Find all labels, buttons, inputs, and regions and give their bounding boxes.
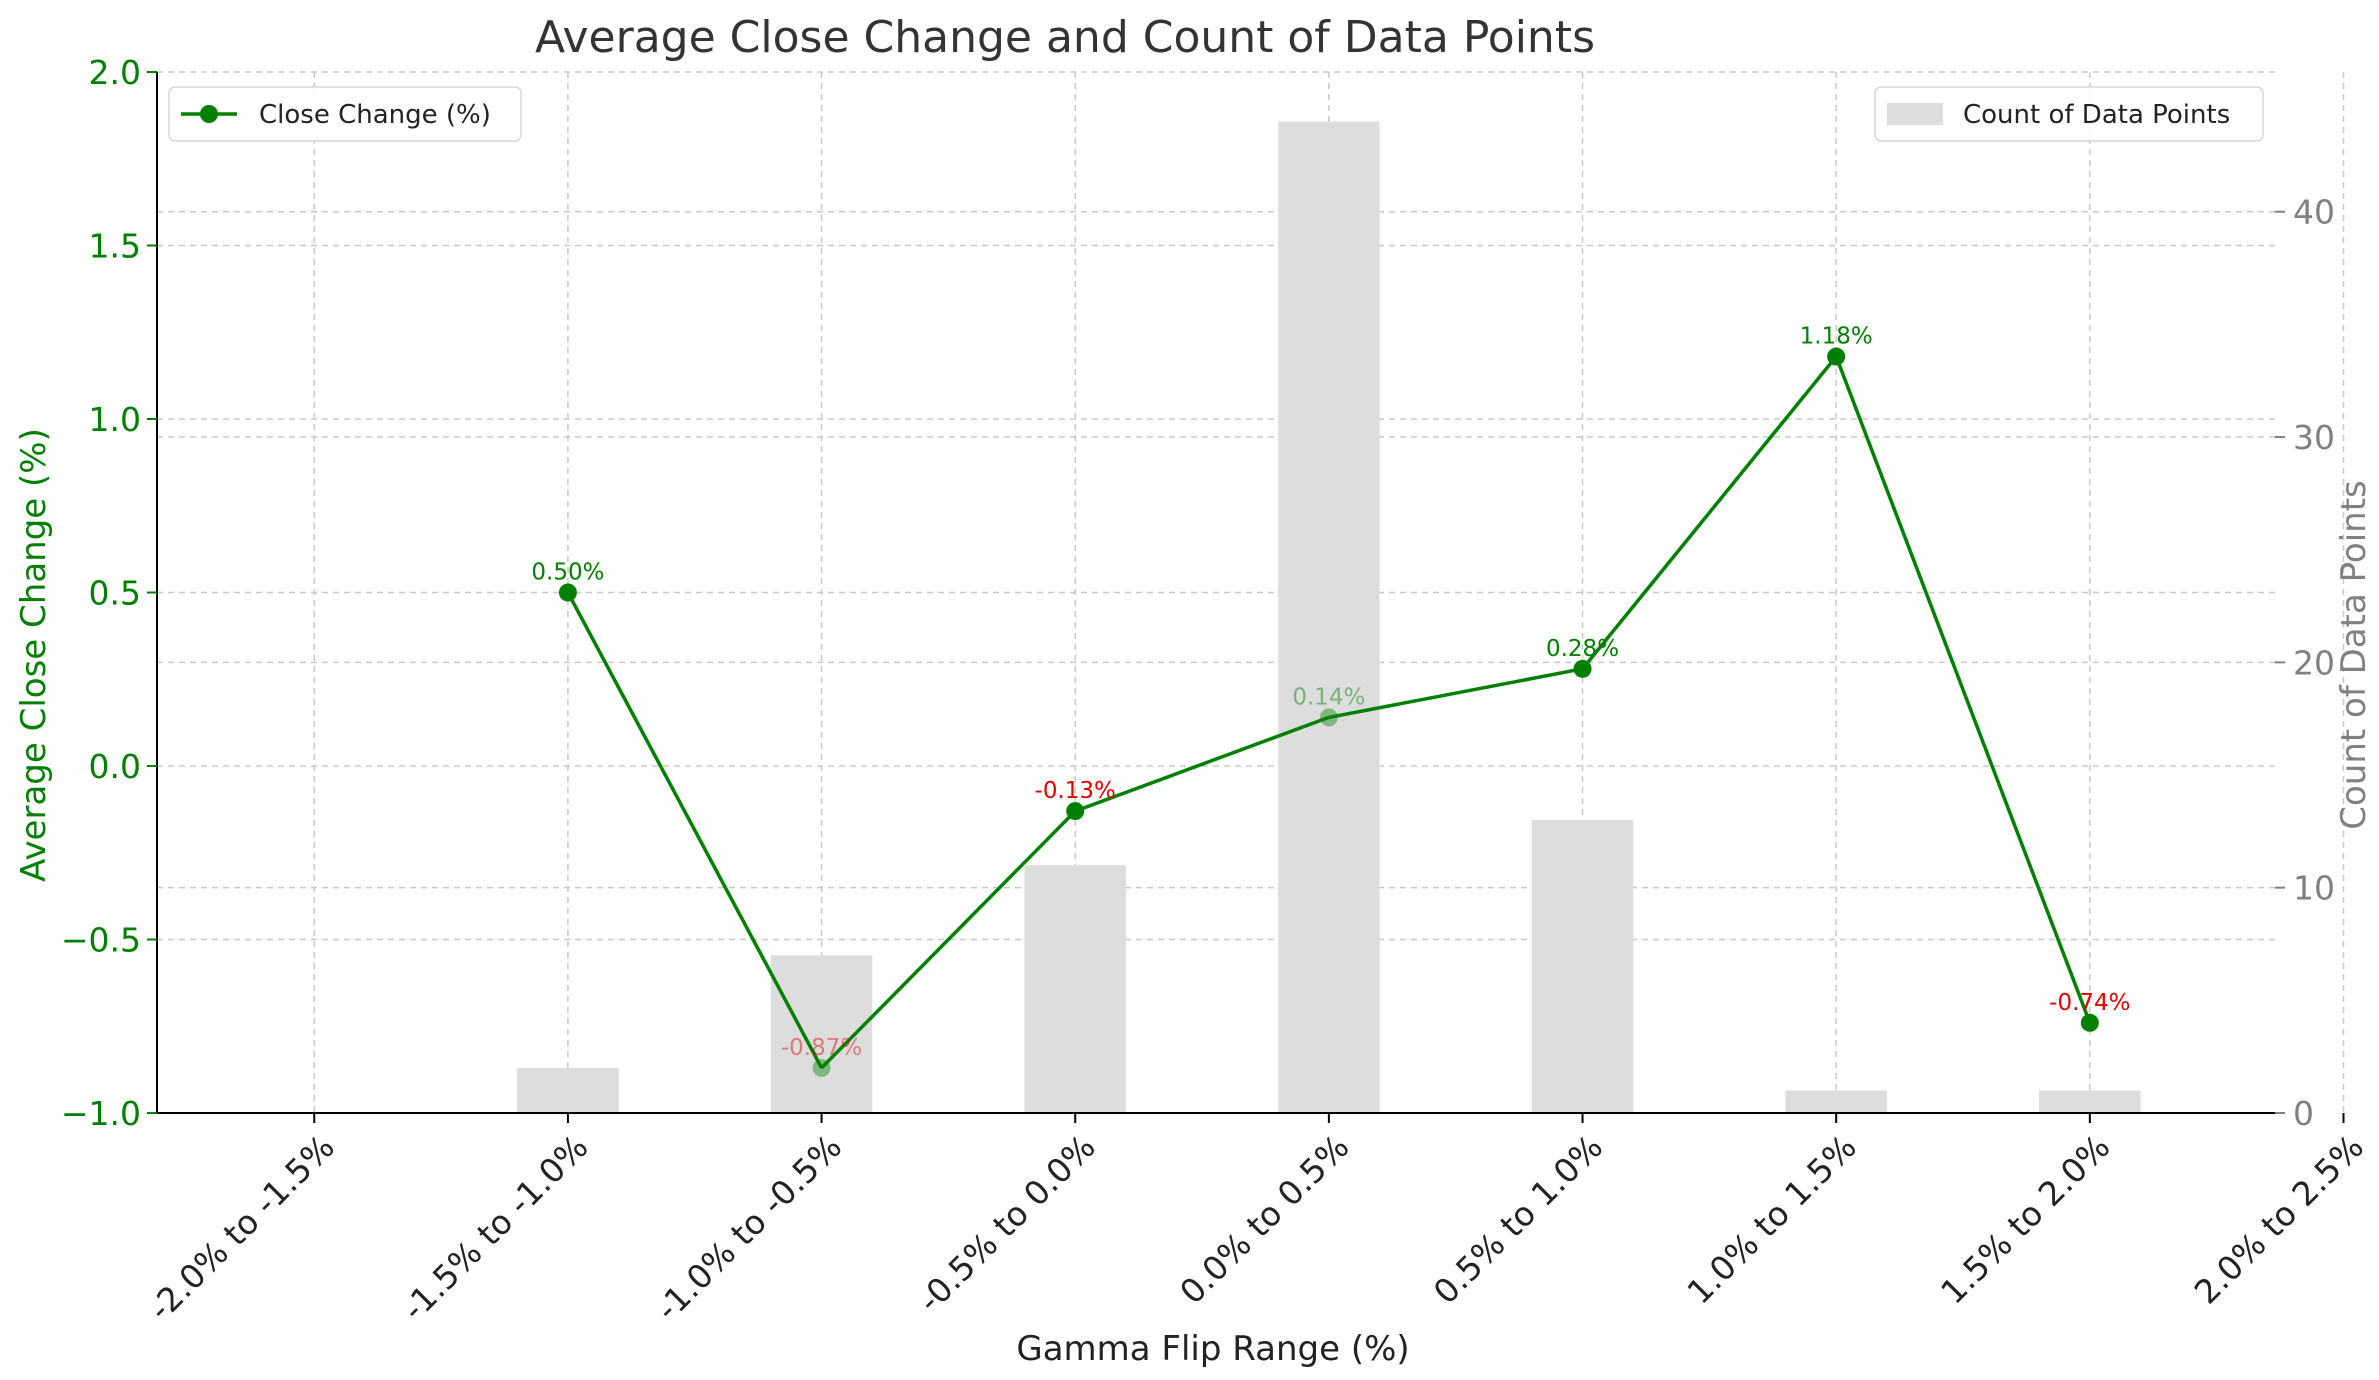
data-label: -0.87% xyxy=(781,1035,862,1061)
y-axis-right-label: Count of Data Points xyxy=(2334,480,2374,829)
x-tick-label: -0.5% to 0.0% xyxy=(910,1127,1103,1320)
bar xyxy=(2039,1090,2141,1113)
x-axis-label: Gamma Flip Range (%) xyxy=(1016,1329,1409,1369)
y-right-tick-label: 0 xyxy=(2293,1094,2314,1133)
legend-frame xyxy=(168,86,522,142)
y-left-tick-label: 0.0 xyxy=(89,747,141,786)
y-right-tick-label: 20 xyxy=(2293,643,2335,682)
legend-marker xyxy=(200,105,218,123)
line-point xyxy=(1066,802,1085,821)
y-right-tick-label: 30 xyxy=(2293,418,2335,457)
y-left-tick-label: −0.5 xyxy=(61,921,141,960)
line-point xyxy=(2080,1013,2099,1032)
line-series xyxy=(558,347,2099,1077)
x-tick-label: 1.5% to 2.0% xyxy=(1933,1127,2117,1311)
legend-label: Count of Data Points xyxy=(1963,100,2230,130)
legend-close-change: Close Change (%) xyxy=(168,86,522,142)
chart-title: Average Close Change and Count of Data P… xyxy=(535,12,1595,63)
legend-frame xyxy=(1874,86,2264,142)
data-label: 0.14% xyxy=(1292,684,1365,710)
bar xyxy=(1024,865,1126,1113)
y-left-tick-label: 2.0 xyxy=(89,53,141,92)
y-left-tick-label: −1.0 xyxy=(61,1094,141,1133)
line-point xyxy=(1319,708,1338,727)
y-right-tick-label: 40 xyxy=(2293,193,2335,232)
data-label: 0.50% xyxy=(531,560,604,586)
data-label: 0.28% xyxy=(1546,636,1619,662)
line-segment xyxy=(820,809,1077,1070)
legend-label: Close Change (%) xyxy=(259,100,491,130)
axes: −1.0 −0.5 0.0 0.5 1.0 1.5 2.0 0 10 20 30 40 -2.0% to… xyxy=(61,53,2371,1328)
grid-lines xyxy=(157,71,2345,1114)
y-right-tick-label: 10 xyxy=(2293,869,2335,908)
data-label: -0.13% xyxy=(1035,778,1116,804)
line-segment xyxy=(566,591,824,1069)
line-point xyxy=(558,583,577,602)
legend-count: Count of Data Points xyxy=(1874,86,2264,142)
line-segment xyxy=(1834,355,2092,1024)
y-left-tick-label: 1.0 xyxy=(89,400,141,439)
line-point xyxy=(1827,347,1846,366)
x-tick-label: 0.5% to 1.0% xyxy=(1426,1127,1610,1311)
x-tick-label: 1.0% to 1.5% xyxy=(1679,1127,1863,1311)
bar-series xyxy=(517,121,2141,1114)
data-label: 1.18% xyxy=(1800,324,1873,350)
x-tick-label: 2.0% to 2.5% xyxy=(2187,1127,2371,1311)
line-segment xyxy=(1328,667,1583,720)
x-tick-label: -2.0% to -1.5% xyxy=(141,1127,342,1328)
bar xyxy=(517,1067,619,1113)
bar xyxy=(1278,121,1380,1114)
y-axis-left-label: Average Close Change (%) xyxy=(14,428,54,882)
line-point xyxy=(812,1058,831,1077)
line-segment xyxy=(1074,715,1330,813)
y-left-tick-label: 0.5 xyxy=(89,574,141,613)
x-tick-label: -1.5% to -1.0% xyxy=(394,1127,595,1328)
data-labels: 0.50% -0.87% -0.13% 0.14% 0.28% 1.18% -0.74% xyxy=(531,324,2130,1061)
line-segment xyxy=(1581,355,1838,670)
y-left-tick-label: 1.5 xyxy=(89,227,141,266)
x-tick-label: 0.0% to 0.5% xyxy=(1172,1127,1356,1311)
bar xyxy=(1785,1090,1887,1113)
data-label: -0.74% xyxy=(2049,990,2130,1016)
bar xyxy=(1531,820,1634,1113)
legend-bar-swatch xyxy=(1887,103,1943,125)
x-tick-label: -1.0% to -0.5% xyxy=(648,1127,849,1328)
line-point xyxy=(1573,659,1592,678)
